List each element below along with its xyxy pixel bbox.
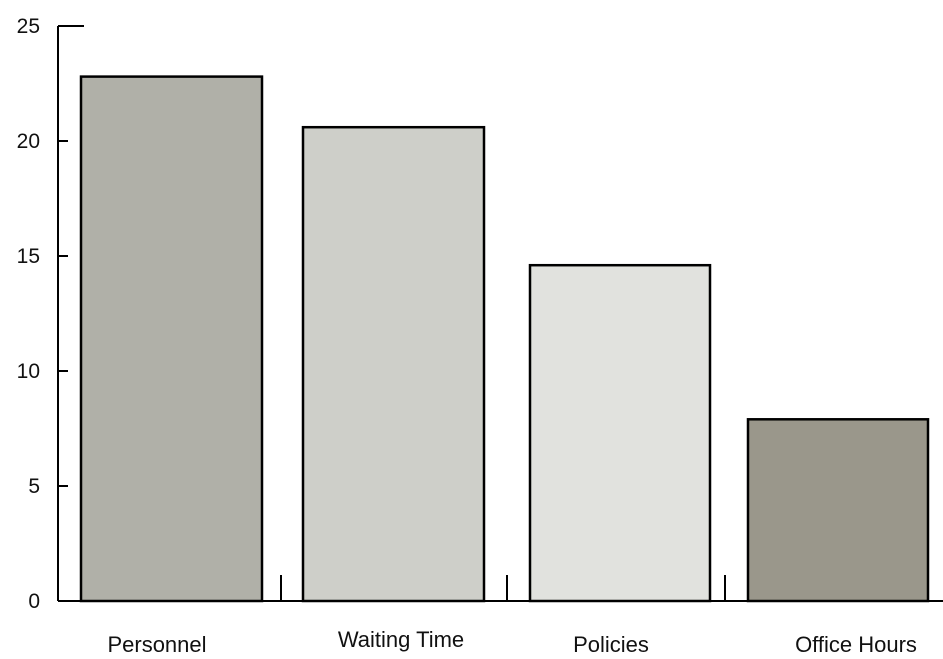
- y-tick-label: 20: [17, 130, 40, 153]
- y-tick-label: 0: [28, 590, 40, 613]
- bar-policies: [528, 263, 712, 603]
- x-category-label: Policies: [573, 632, 649, 657]
- x-category-label: Waiting Time: [338, 627, 464, 652]
- bar-office-hours: [746, 418, 930, 603]
- y-tick-label: 25: [17, 15, 40, 38]
- bar-waiting-time: [301, 125, 486, 603]
- x-category-label: Personnel: [107, 632, 206, 657]
- bar-personnel: [79, 75, 264, 603]
- y-tick-label: 5: [28, 475, 40, 498]
- y-axis-ticks: 0 5 10 15 20 25: [17, 15, 84, 613]
- y-tick-label: 15: [17, 245, 40, 268]
- x-category-label: Office Hours: [795, 632, 917, 657]
- category-labels: Personnel Waiting Time Policies Office Hour…: [107, 627, 916, 657]
- y-tick-label: 10: [17, 360, 40, 383]
- bars-group: [79, 75, 930, 603]
